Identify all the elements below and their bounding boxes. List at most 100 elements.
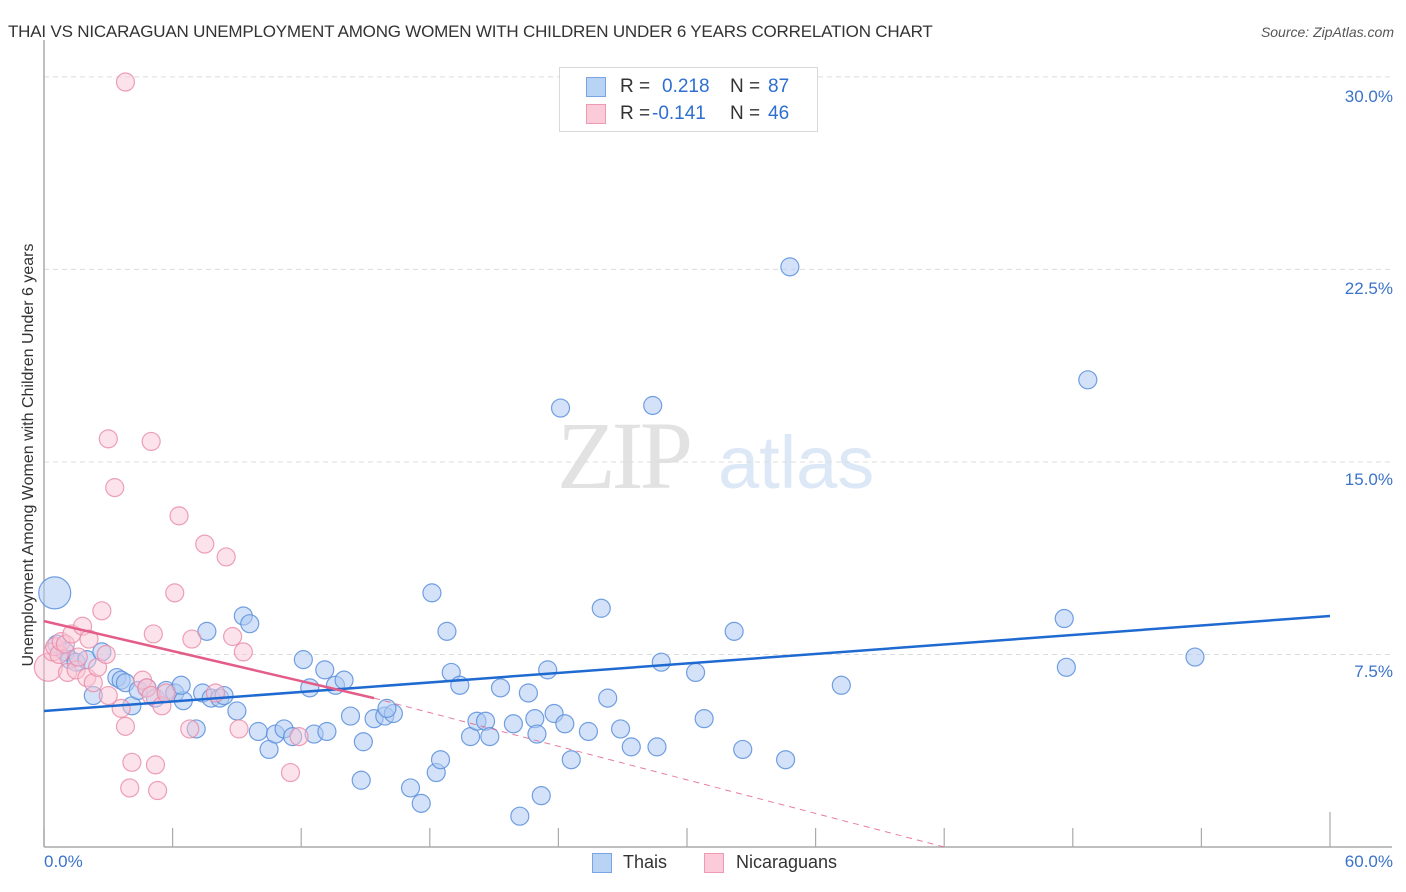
- thai-data-point[interactable]: [315, 660, 335, 680]
- legend-n-label: N =: [730, 76, 761, 97]
- thai-data-point[interactable]: [643, 395, 663, 416]
- nicaraguan-data-point[interactable]: [229, 719, 249, 739]
- thai-data-point[interactable]: [490, 678, 511, 698]
- thai-trend-line: [43, 614, 1331, 713]
- trend-lines: [43, 614, 1331, 848]
- thai-data-point[interactable]: [831, 675, 851, 695]
- nicaraguan-data-point[interactable]: [115, 72, 136, 92]
- nicaraguan-data-point[interactable]: [156, 683, 176, 703]
- thai-data-point[interactable]: [578, 721, 599, 742]
- legend-n-value: 87: [768, 76, 790, 97]
- watermark-zip: ZIP: [557, 402, 693, 509]
- thai-data-point[interactable]: [293, 650, 313, 670]
- thai-data-point[interactable]: [422, 583, 442, 603]
- nicaraguan-data-point[interactable]: [165, 583, 185, 603]
- x-tick-0: 0.0%: [44, 852, 83, 871]
- thai-data-point[interactable]: [351, 770, 371, 790]
- legend-item-nicaraguans[interactable]: Nicaraguans: [736, 852, 838, 872]
- nicaraguan-data-point[interactable]: [98, 685, 118, 706]
- nicaraguan-data-point[interactable]: [105, 478, 125, 498]
- thai-data-point[interactable]: [561, 750, 581, 770]
- nicaraguan-data-point[interactable]: [122, 752, 142, 772]
- nicaraguan-data-point[interactable]: [79, 629, 99, 649]
- nicaraguan-data-point[interactable]: [143, 624, 163, 644]
- thai-data-point[interactable]: [340, 706, 361, 726]
- thai-data-point[interactable]: [685, 662, 706, 683]
- legend-r-value: -0.141: [652, 103, 706, 124]
- thai-data-point[interactable]: [733, 739, 753, 760]
- thai-data-point[interactable]: [531, 786, 551, 806]
- y-tick-30: 30.0%: [1344, 87, 1393, 106]
- legend-r-label: R =: [620, 76, 651, 97]
- nicaraguan-data-point[interactable]: [111, 698, 131, 718]
- thai-data-point[interactable]: [437, 621, 457, 641]
- thai-data-point[interactable]: [1185, 647, 1205, 667]
- legend-row-nicaraguans: R = -0.141 N = 46: [560, 103, 817, 127]
- thai-data-point[interactable]: [411, 793, 431, 813]
- nicaraguan-data-point[interactable]: [180, 719, 200, 739]
- thai-data-point[interactable]: [1078, 370, 1098, 390]
- y-axis-label: Unemployment Among Women with Children U…: [20, 243, 37, 667]
- legend-r-label: R =: [620, 103, 651, 124]
- thai-data-point[interactable]: [527, 724, 547, 744]
- thai-data-point[interactable]: [400, 778, 421, 798]
- thai-data-point[interactable]: [353, 732, 373, 752]
- thai-data-point[interactable]: [317, 721, 337, 742]
- nicaraguan-data-point[interactable]: [289, 727, 309, 747]
- nicaraguan-data-point[interactable]: [141, 431, 161, 452]
- thais-swatch-icon: [586, 77, 606, 97]
- thai-data-point[interactable]: [591, 598, 611, 618]
- nicaraguan-data-point[interactable]: [280, 762, 301, 783]
- nicaraguan-data-point[interactable]: [223, 626, 243, 647]
- thai-data-point[interactable]: [518, 683, 538, 703]
- legend-item-thais[interactable]: Thais: [623, 852, 668, 872]
- thai-data-point[interactable]: [538, 660, 558, 680]
- thai-data-point[interactable]: [510, 806, 530, 826]
- thai-data-point[interactable]: [197, 621, 217, 641]
- thai-data-point[interactable]: [647, 737, 667, 757]
- nicaraguan-data-point[interactable]: [195, 534, 215, 554]
- thai-data-point[interactable]: [724, 621, 744, 641]
- x-tick-60: 60.0%: [1344, 852, 1393, 871]
- nicaraguan-data-point[interactable]: [68, 647, 88, 667]
- legend-r-value: 0.218: [662, 76, 710, 97]
- nicaraguan-data-point[interactable]: [92, 601, 112, 621]
- thai-data-point[interactable]: [503, 714, 523, 734]
- thai-data-point[interactable]: [38, 576, 72, 610]
- nicaraguan-data-point[interactable]: [216, 547, 236, 567]
- nicaraguan-data-point[interactable]: [182, 629, 202, 649]
- nicaraguan-data-point[interactable]: [120, 778, 140, 798]
- thai-data-point[interactable]: [550, 398, 571, 418]
- thai-data-point[interactable]: [651, 652, 671, 672]
- nicaraguan-data-point[interactable]: [145, 755, 166, 775]
- thai-data-point[interactable]: [1056, 657, 1076, 677]
- legend-n-value: 46: [768, 103, 790, 124]
- thai-data-point[interactable]: [1054, 608, 1074, 629]
- thai-data-point[interactable]: [598, 688, 618, 708]
- nicaraguan-data-point[interactable]: [96, 644, 116, 665]
- thai-data-point[interactable]: [430, 750, 451, 770]
- thai-data-point[interactable]: [694, 709, 714, 729]
- nicaraguans-legend-swatch-icon: [704, 853, 724, 873]
- thai-data-point[interactable]: [248, 721, 268, 742]
- thai-data-point[interactable]: [610, 719, 631, 739]
- thai-data-point[interactable]: [240, 614, 260, 634]
- y-tick-7-5: 7.5%: [1354, 662, 1393, 681]
- nicaraguan-data-point[interactable]: [147, 780, 168, 801]
- thai-data-point[interactable]: [775, 750, 796, 770]
- thai-data-point[interactable]: [621, 737, 641, 757]
- thai-data-point[interactable]: [171, 675, 191, 695]
- thai-data-point[interactable]: [555, 714, 575, 734]
- thai-data-point[interactable]: [334, 670, 354, 690]
- nicaraguan-points: [33, 72, 309, 801]
- thai-data-point[interactable]: [780, 257, 800, 277]
- correlation-legend: R = 0.218 N = 87 R = -0.141 N = 46: [559, 67, 818, 132]
- nicaraguan-data-point[interactable]: [233, 642, 253, 662]
- thai-data-point[interactable]: [227, 701, 247, 721]
- nicaraguan-data-point[interactable]: [115, 716, 136, 736]
- thai-data-point[interactable]: [377, 698, 397, 718]
- nicaraguan-data-point[interactable]: [169, 506, 189, 526]
- nicaraguan-data-point[interactable]: [98, 429, 118, 449]
- thai-data-point[interactable]: [480, 727, 500, 747]
